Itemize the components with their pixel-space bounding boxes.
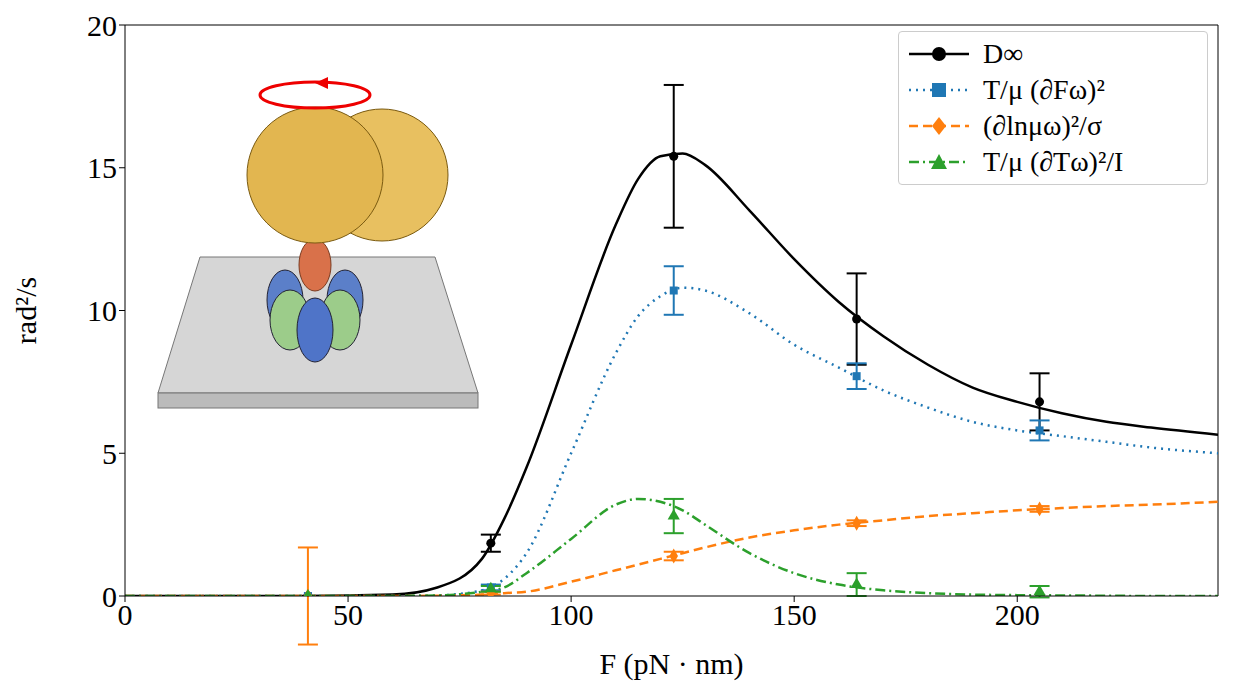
html-text:T/μ (∂Fω)²: T/μ (∂Fω)² <box>983 74 1105 105</box>
svg-text:rad²/s: rad²/s <box>9 277 42 344</box>
svg-text:10: 10 <box>87 294 117 327</box>
html-text:T/μ (∂Tω)²/I: T/μ (∂Tω)²/I <box>983 146 1124 177</box>
svg-text:150: 150 <box>772 598 817 631</box>
svg-text:5: 5 <box>102 437 117 470</box>
svg-text:20: 20 <box>87 9 117 42</box>
svg-text:200: 200 <box>995 598 1040 631</box>
html-text:D∞: D∞ <box>983 38 1024 69</box>
svg-text:0: 0 <box>118 598 133 631</box>
svg-text:0: 0 <box>102 580 117 613</box>
svg-text:100: 100 <box>549 598 594 631</box>
svg-text:50: 50 <box>333 598 363 631</box>
svg-text:F (pN · nm): F (pN · nm) <box>599 647 743 681</box>
svg-text:15: 15 <box>87 151 117 184</box>
html-text:(∂lnμω)²/σ: (∂lnμω)²/σ <box>983 110 1102 141</box>
